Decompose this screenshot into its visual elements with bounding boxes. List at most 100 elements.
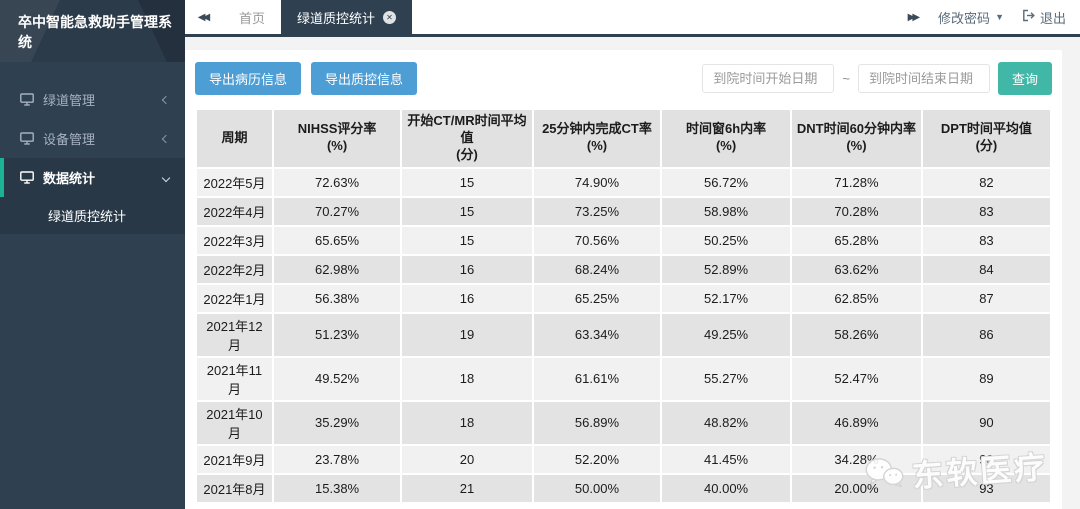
table-cell: 90: [920, 443, 1053, 475]
search-button[interactable]: 查询: [997, 62, 1052, 95]
table-cell: 74.90%: [531, 166, 663, 198]
header-actions: ▶▶ 修改密码 ▼ 退出: [908, 0, 1080, 34]
table-row[interactable]: 2021年9月 23.78% 20 52.20% 41.45% 34.28% 90: [195, 443, 1053, 475]
sidebar-item-label: 绿道管理: [43, 93, 96, 108]
table-cell: 16: [400, 282, 534, 314]
table-cell: 62.85%: [790, 282, 923, 314]
table-cell: 2022年5月: [195, 166, 274, 198]
qc-stats-table: 周期 NIHSS评分率 (%) 开始CT/MR时间平均值 (分) 25分钟内完成CT…: [195, 108, 1053, 504]
column-header-nihss-rate: NIHSS评分率 (%): [271, 108, 403, 169]
sidebar-item-label: 设备管理: [43, 132, 96, 147]
table-row[interactable]: 2022年5月 72.63% 15 74.90% 56.72% 71.28% 82: [195, 166, 1053, 198]
column-header-ct-25min-rate: 25分钟内完成CT率 (%): [531, 108, 663, 169]
table-cell: 18: [400, 399, 534, 446]
close-icon[interactable]: ✕: [383, 10, 397, 24]
tabs-scroll-left-icon[interactable]: ◀◀: [197, 11, 210, 23]
column-header-ctmr-avg-time: 开始CT/MR时间平均值 (分): [400, 108, 534, 169]
chevron-left-icon: [161, 95, 171, 104]
table-row[interactable]: 2021年10月 35.29% 18 56.89% 48.82% 46.89% 90: [195, 399, 1053, 446]
table-cell: 46.89%: [790, 399, 923, 446]
table-row[interactable]: 2022年2月 62.98% 16 68.24% 52.89% 63.62% 84: [195, 253, 1053, 285]
toolbar: 导出病历信息 导出质控信息 ~ 查询: [195, 62, 1052, 95]
change-password-label: 修改密码: [938, 10, 991, 26]
table-cell: 15: [400, 224, 534, 256]
table-cell: 20: [400, 443, 534, 475]
sidebar-subitem-greenway-qc-stats[interactable]: 绿道质控统计: [0, 197, 185, 234]
main-area: ◀◀ 首页 绿道质控统计 ✕ ▶▶ 修改密码 ▼: [185, 0, 1080, 509]
column-header-dnt-60min-rate: DNT时间60分钟内率 (%): [790, 108, 923, 169]
table-cell: 48.82%: [660, 399, 793, 446]
table-cell: 73.25%: [531, 195, 663, 227]
table-cell: 72.63%: [271, 166, 403, 198]
table-cell: 58.26%: [790, 311, 923, 358]
sidebar: 卒中智能急救助手管理系统 绿道管理: [0, 0, 185, 509]
table-header: 周期 NIHSS评分率 (%) 开始CT/MR时间平均值 (分) 25分钟内完成CT…: [195, 108, 1053, 169]
sidebar-item-device-mgmt[interactable]: 设备管理: [0, 119, 185, 158]
table-row[interactable]: 2022年1月 56.38% 16 65.25% 52.17% 62.85% 87: [195, 282, 1053, 314]
table-cell: 63.34%: [531, 311, 663, 358]
export-medical-records-button[interactable]: 导出病历信息: [195, 62, 302, 95]
table-cell: 68.24%: [531, 253, 663, 285]
table-cell: 41.45%: [660, 443, 793, 475]
content-area: 导出病历信息 导出质控信息 ~ 查询: [185, 37, 1080, 509]
table-cell: 83: [920, 195, 1053, 227]
monitor-icon: [20, 171, 34, 184]
table-row[interactable]: 2022年4月 70.27% 15 73.25% 58.98% 70.28% 83: [195, 195, 1053, 227]
table-cell: 34.28%: [790, 443, 923, 475]
table-cell: 65.28%: [790, 224, 923, 256]
tab-home[interactable]: 首页: [223, 0, 281, 34]
sidebar-nav: 绿道管理 设备管理: [0, 62, 185, 234]
table-cell: 15: [400, 195, 534, 227]
table-cell: 56.38%: [271, 282, 403, 314]
change-password-menu[interactable]: 修改密码 ▼: [938, 8, 1004, 27]
table-cell: 52.89%: [660, 253, 793, 285]
table-cell: 50.00%: [531, 472, 663, 504]
caret-down-icon: ▼: [995, 12, 1004, 22]
logout-icon: [1022, 9, 1035, 25]
tab-greenway-qc-stats[interactable]: 绿道质控统计 ✕: [281, 0, 413, 34]
tab-label: 绿道质控统计: [297, 10, 376, 26]
export-qc-info-button[interactable]: 导出质控信息: [311, 62, 418, 95]
table-cell: 87: [920, 282, 1053, 314]
tabs-scroll-right-icon[interactable]: ▶▶: [907, 11, 920, 23]
table-cell: 70.27%: [271, 195, 403, 227]
table-cell: 19: [400, 311, 534, 358]
table-row[interactable]: 2022年3月 65.65% 15 70.56% 50.25% 65.28% 83: [195, 224, 1053, 256]
table-cell: 83: [920, 224, 1053, 256]
table-cell: 16: [400, 253, 534, 285]
table-cell: 15.38%: [271, 472, 403, 504]
table-cell: 21: [400, 472, 534, 504]
table-cell: 84: [920, 253, 1053, 285]
table-cell: 55.27%: [660, 355, 793, 402]
arrival-end-date-input[interactable]: [857, 64, 990, 93]
search-controls: ~ 查询: [702, 62, 1052, 95]
table-cell: 2022年4月: [195, 195, 274, 227]
table-cell: 89: [920, 355, 1053, 402]
sidebar-item-data-stats[interactable]: 数据统计: [0, 158, 185, 197]
column-header-period: 周期: [195, 108, 274, 169]
tab-bar: ◀◀ 首页 绿道质控统计 ✕ ▶▶ 修改密码 ▼: [185, 0, 1080, 37]
date-range-separator: ~: [842, 71, 850, 86]
table-cell: 40.00%: [660, 472, 793, 504]
monitor-icon: [20, 93, 34, 106]
table-cell: 2022年3月: [195, 224, 274, 256]
table-row[interactable]: 2021年11月 49.52% 18 61.61% 55.27% 52.47% 89: [195, 355, 1053, 402]
table-cell: 2022年2月: [195, 253, 274, 285]
table-row[interactable]: 2021年8月 15.38% 21 50.00% 40.00% 20.00% 93: [195, 472, 1053, 504]
table-cell: 52.47%: [790, 355, 923, 402]
table-cell: 2022年1月: [195, 282, 274, 314]
table-cell: 52.17%: [660, 282, 793, 314]
table-cell: 18: [400, 355, 534, 402]
table-cell: 90: [920, 399, 1053, 446]
table-cell: 49.25%: [660, 311, 793, 358]
table-cell: 20.00%: [790, 472, 923, 504]
table-row[interactable]: 2021年12月 51.23% 19 63.34% 49.25% 58.26% 86: [195, 311, 1053, 358]
table-cell: 2021年10月: [195, 399, 274, 446]
table-body: 2022年5月 72.63% 15 74.90% 56.72% 71.28% 82 2022年…: [195, 166, 1053, 504]
sidebar-group-data-stats: 数据统计 绿道质控统计: [0, 158, 185, 234]
sidebar-item-greenway-mgmt[interactable]: 绿道管理: [0, 80, 185, 119]
logout-button[interactable]: 退出: [1022, 8, 1066, 27]
table-cell: 65.25%: [531, 282, 663, 314]
arrival-start-date-input[interactable]: [702, 64, 835, 93]
